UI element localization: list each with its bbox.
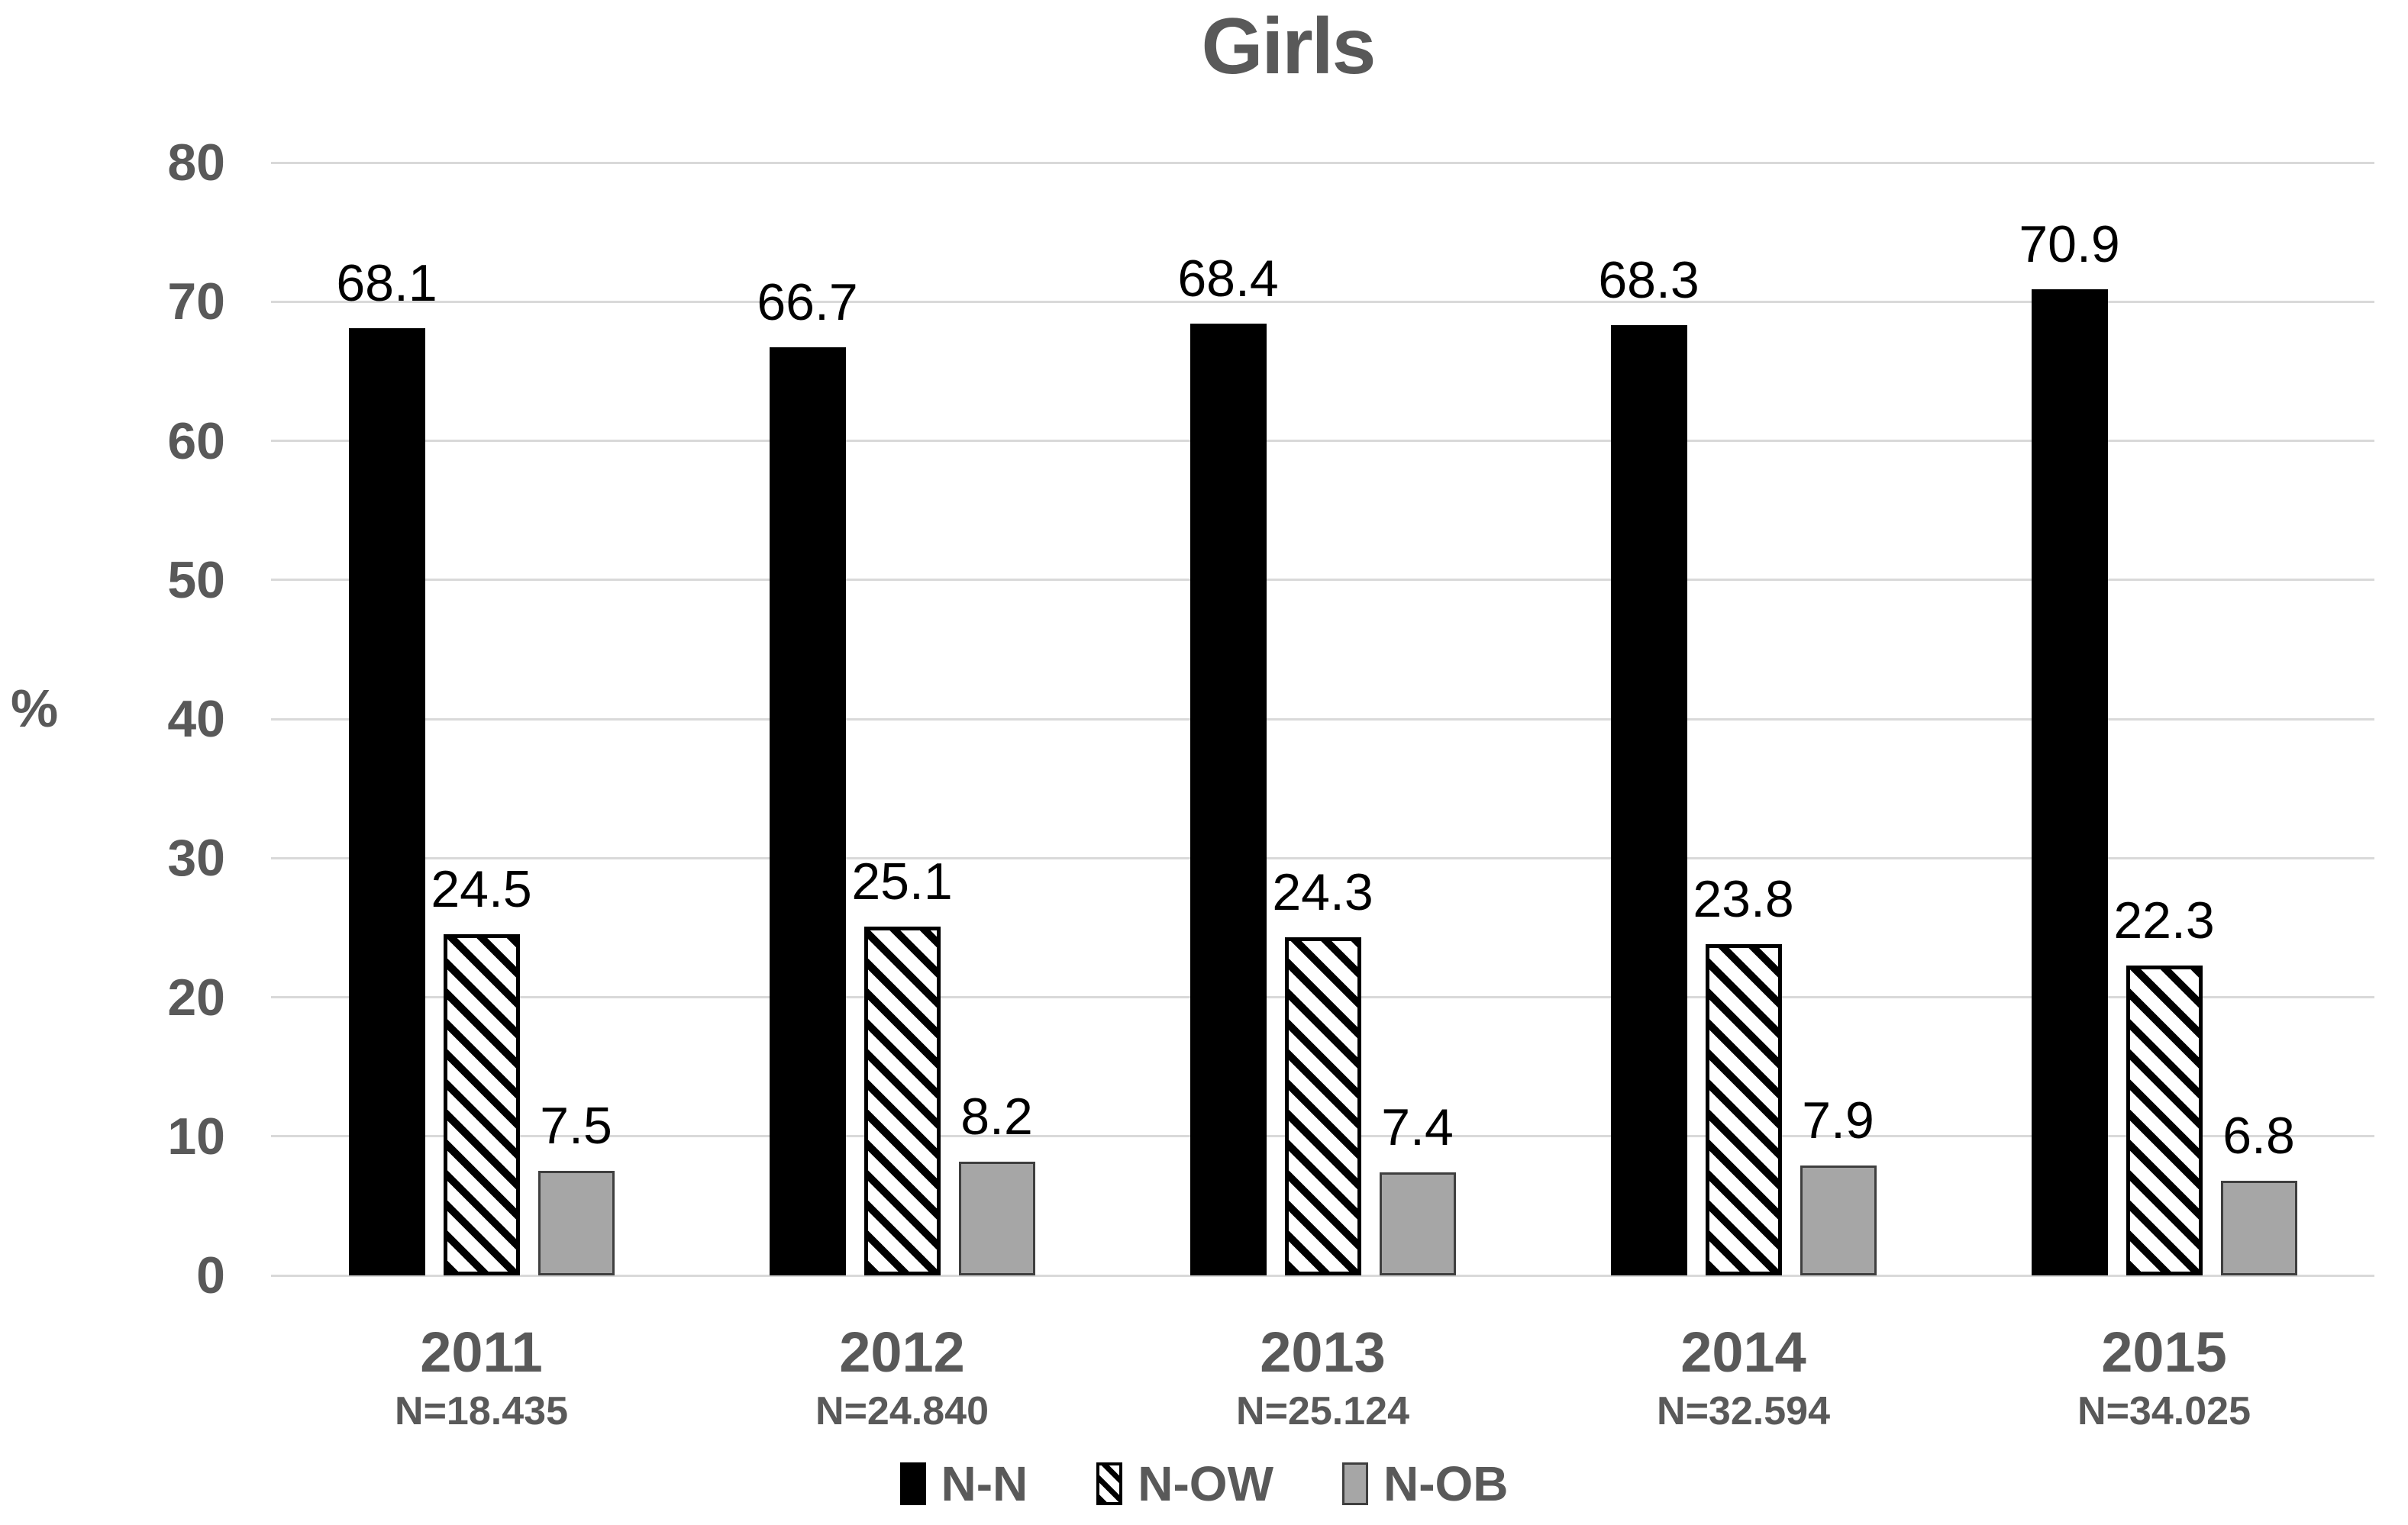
legend-swatch-n-n: [899, 1462, 926, 1505]
x-axis-year-label: 2011: [420, 1320, 543, 1384]
bar-value-label: 8.2: [960, 1087, 1033, 1146]
gridline: [271, 300, 2374, 303]
bar-value-label: 24.3: [1272, 863, 1373, 922]
bar-n-n-2014: [1610, 325, 1687, 1275]
bar-n-n-2015: [2031, 289, 2108, 1275]
bar-n-ob-2015: [2220, 1181, 2297, 1275]
bar-n-ow-2014: [1705, 944, 1782, 1275]
bar-value-label: 68.4: [1177, 250, 1279, 308]
bar-n-ob-2013: [1379, 1172, 1456, 1275]
bar-n-n-2013: [1189, 324, 1267, 1275]
x-axis-year-label: 2013: [1260, 1320, 1386, 1384]
bar-n-n-2012: [769, 347, 846, 1275]
y-tick-label: 80: [167, 134, 225, 192]
sample-size-label: N=34.025: [2077, 1389, 2251, 1433]
legend-item-n-n: N-N: [899, 1456, 1028, 1512]
y-tick-label: 70: [167, 272, 225, 331]
legend-swatch-n-ob: [1341, 1462, 1368, 1505]
y-tick-label: 0: [196, 1246, 225, 1304]
legend-label: N-OB: [1383, 1456, 1509, 1511]
legend-item-n-ow: N-OW: [1096, 1456, 1273, 1512]
bar-value-label: 24.5: [431, 860, 532, 919]
bar-value-label: 25.1: [851, 852, 953, 911]
sample-size-label: N=25.124: [1236, 1389, 1409, 1433]
x-axis-year-label: 2015: [2101, 1320, 2227, 1384]
bar-value-label: 7.9: [1802, 1091, 1874, 1150]
bar-value-label: 6.8: [2222, 1107, 2295, 1166]
sample-size-label: N=18.435: [395, 1389, 568, 1433]
legend: N-N N-OW N-OB: [0, 1449, 2408, 1519]
sample-size-label: N=32.594: [1657, 1389, 1830, 1433]
bar-n-ow-2011: [443, 934, 520, 1275]
bar-n-ob-2011: [537, 1171, 615, 1275]
y-tick-label: 40: [167, 690, 225, 748]
y-tick-label: 10: [167, 1107, 225, 1166]
gridline: [271, 161, 2374, 164]
bar-n-ow-2015: [2126, 965, 2203, 1275]
bar-n-ow-2013: [1284, 937, 1361, 1275]
sample-size-label: N=24.840: [815, 1389, 989, 1433]
legend-swatch-n-ow: [1096, 1462, 1123, 1505]
bar-value-label: 66.7: [757, 273, 858, 332]
y-tick-label: 60: [167, 411, 225, 470]
bar-value-label: 70.9: [2019, 214, 2120, 273]
x-axis-year-label: 2012: [839, 1320, 965, 1384]
gridline: [271, 440, 2374, 442]
bar-n-ob-2014: [1800, 1166, 1877, 1275]
y-tick-label: 50: [167, 550, 225, 609]
bar-n-ow-2012: [863, 926, 941, 1275]
bar-value-label: 68.1: [336, 253, 437, 312]
bar-n-ob-2012: [958, 1161, 1035, 1275]
y-tick-label: 30: [167, 829, 225, 888]
bar-n-n-2011: [348, 327, 425, 1275]
chart-title: Girls: [1201, 2, 1377, 91]
gridline: [271, 579, 2374, 582]
bar-value-label: 7.5: [540, 1097, 612, 1156]
y-tick-label: 20: [167, 968, 225, 1027]
bar-value-label: 23.8: [1693, 870, 1794, 929]
bar-value-label: 68.3: [1598, 251, 1699, 310]
gridline: [271, 856, 2374, 859]
bar-value-label: 22.3: [2113, 891, 2215, 949]
legend-label: N-OW: [1138, 1456, 1273, 1511]
x-axis-year-label: 2014: [1680, 1320, 1806, 1384]
bar-value-label: 7.4: [1381, 1098, 1454, 1157]
gridline: [271, 717, 2374, 721]
y-axis-title: %: [11, 679, 59, 738]
gridline: [271, 1274, 2374, 1277]
legend-item-n-ob: N-OB: [1341, 1456, 1509, 1512]
legend-label: N-N: [941, 1456, 1028, 1511]
